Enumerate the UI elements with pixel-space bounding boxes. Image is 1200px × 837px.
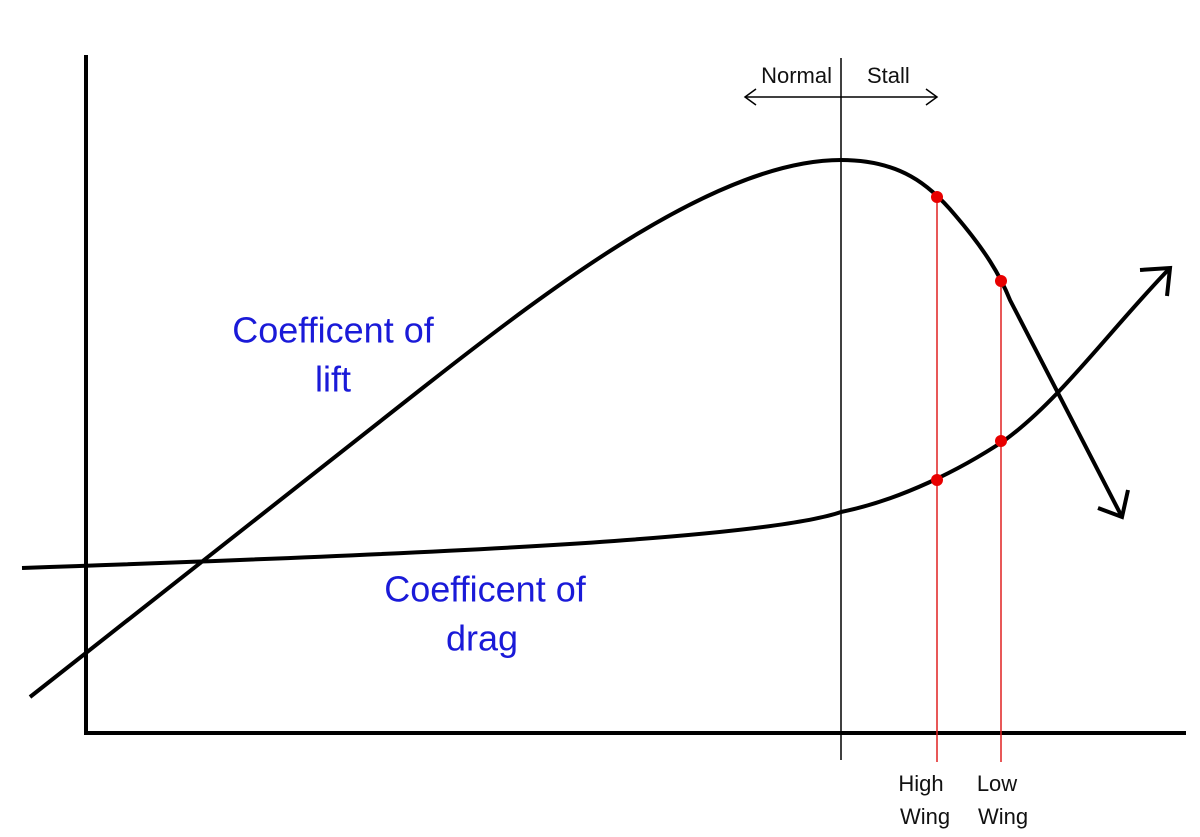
low-wing-drag-dot [995,435,1007,447]
stall-label: Stall [867,63,910,88]
high-wing-label: High [898,771,943,796]
normal-label: Normal [761,63,832,88]
lift-label: Coefficent of [232,310,434,351]
drag-curve [21,266,1172,570]
low-wing-lift-dot [995,275,1007,287]
lift-curve [28,157,1124,699]
lift-arrowhead [1097,489,1130,520]
drag-label: Coefficent of [384,569,586,610]
high-wing-label: Wing [900,804,950,829]
drag-arrowhead [1139,265,1173,297]
low-wing-label: Low [977,771,1017,796]
high-wing-drag-dot [931,474,943,486]
low-wing-label: Wing [978,804,1028,829]
lift-label: lift [315,359,351,400]
normal-stall-arrow [743,88,939,106]
drag-label: drag [446,618,518,659]
high-wing-lift-dot [931,191,943,203]
